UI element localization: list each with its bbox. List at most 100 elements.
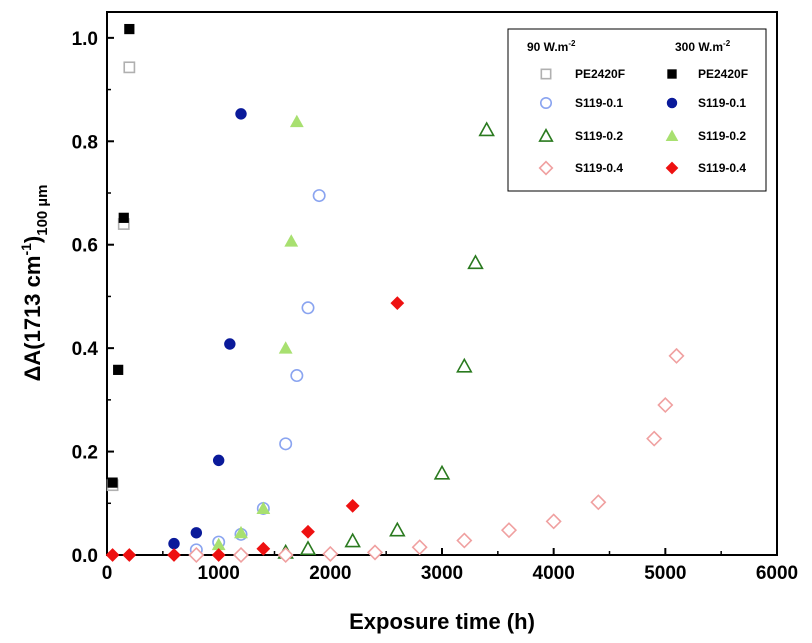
- series-s119-0-2-300: [211, 114, 304, 551]
- data-point: [118, 212, 129, 223]
- data-point: [123, 61, 136, 74]
- data-point: [668, 347, 685, 364]
- data-point: [256, 501, 271, 514]
- legend-header-300-sup: -2: [723, 39, 731, 48]
- data-point: [234, 525, 248, 539]
- y-tick-label: 0.0: [72, 546, 98, 567]
- x-axis: 0 1000 2000 3000 4000 5000 6000: [102, 548, 798, 584]
- data-point: [456, 357, 473, 373]
- data-point: [168, 537, 180, 550]
- legend-header-90-main: 90 W.m: [527, 40, 568, 54]
- legend-marker: [665, 161, 679, 175]
- legend-marker: [665, 129, 679, 142]
- legend-marker: [539, 96, 553, 110]
- y-axis-title-main: ΔA(1713 cm: [20, 256, 45, 382]
- data-point: [433, 464, 451, 480]
- data-point: [478, 121, 495, 137]
- data-point: [235, 108, 247, 120]
- y-tick-label: 0.4: [72, 339, 99, 360]
- data-point: [411, 539, 428, 556]
- y-tick-label: 1.0: [72, 29, 98, 50]
- legend-label: S119-0.1: [575, 96, 623, 110]
- y-axis-title-close: ): [20, 236, 45, 243]
- legend-box: [507, 28, 767, 192]
- legend-label: S119-0.2: [698, 129, 746, 143]
- data-point: [590, 494, 607, 511]
- legend-header-90-sup: -2: [568, 39, 576, 48]
- data-point: [124, 23, 135, 35]
- data-point: [366, 544, 384, 561]
- data-point: [299, 540, 317, 556]
- data-point: [279, 437, 293, 451]
- data-point: [500, 522, 518, 539]
- data-point: [284, 234, 299, 247]
- legend-marker: [538, 128, 554, 142]
- x-tick-label: 3000: [421, 563, 463, 584]
- data-point: [105, 548, 120, 562]
- legend-label: S119-0.4: [575, 161, 623, 175]
- data-point: [224, 338, 236, 350]
- y-axis-title: ΔA(1713 cm-1)100 µm: [18, 185, 51, 382]
- data-point: [322, 545, 339, 562]
- y-tick-label: 0.6: [72, 236, 98, 257]
- data-point: [390, 296, 405, 311]
- legend-label: S119-0.1: [698, 96, 746, 110]
- legend-entries: PE2420F S119-0.1 S119-0.2 S119-0.4 PE2420F S1…: [538, 67, 748, 176]
- legend-header-300: 300 W.m-2: [675, 39, 731, 54]
- x-tick-label: 5000: [644, 563, 686, 584]
- series-s119-0-4-300: [105, 296, 405, 562]
- data-point: [301, 524, 315, 539]
- legend-label: PE2420F: [575, 67, 625, 81]
- legend: 90 W.m-2 300 W.m-2 PE2420FS119-0.1S119-0…: [507, 28, 767, 192]
- x-axis-title: Exposure time (h): [349, 609, 535, 634]
- y-axis-title-sub: 100 µm: [34, 185, 51, 236]
- data-point: [456, 532, 473, 549]
- legend-marker: [538, 160, 554, 176]
- data-point: [278, 341, 293, 354]
- series-s119-0-1-300: [168, 108, 247, 550]
- y-axis: 0.0 0.2 0.4 0.6 0.8 1.0: [72, 29, 114, 567]
- legend-marker: [667, 69, 677, 79]
- data-point: [646, 430, 663, 447]
- x-tick-label: 2000: [309, 563, 351, 584]
- legend-label: PE2420F: [698, 67, 748, 81]
- data-point: [301, 301, 315, 315]
- data-point: [389, 521, 406, 537]
- data-point: [657, 396, 674, 414]
- x-tick-label: 1000: [198, 563, 240, 584]
- legend-header-300-main: 300 W.m: [675, 40, 723, 54]
- data-point: [113, 364, 124, 375]
- legend-label: S119-0.4: [698, 161, 746, 175]
- y-tick-label: 0.2: [72, 443, 98, 464]
- data-point: [107, 477, 118, 488]
- data-point: [467, 254, 484, 270]
- data-point: [122, 548, 137, 562]
- x-tick-label: 0: [102, 563, 113, 584]
- series-pe2420f-300: [107, 23, 135, 488]
- data-points: [105, 23, 685, 564]
- data-point: [290, 369, 304, 383]
- legend-header-90: 90 W.m-2: [527, 39, 576, 54]
- data-point: [190, 527, 203, 539]
- series-s119-0-4-90: [188, 347, 685, 564]
- data-point: [344, 532, 361, 548]
- x-tick-label: 4000: [533, 563, 575, 584]
- data-point: [277, 546, 294, 564]
- data-point: [211, 537, 226, 551]
- y-axis-title-sup: -1: [18, 243, 34, 256]
- legend-marker: [540, 68, 552, 80]
- data-point: [211, 548, 226, 562]
- data-point: [289, 114, 304, 128]
- legend-marker: [666, 97, 678, 109]
- data-point: [312, 189, 326, 203]
- data-point: [167, 548, 181, 562]
- x-tick-label: 6000: [756, 563, 798, 584]
- data-point: [256, 541, 271, 556]
- data-point: [545, 513, 562, 530]
- data-point: [232, 546, 250, 564]
- y-tick-label: 0.8: [72, 132, 98, 153]
- data-point: [188, 546, 205, 564]
- data-point: [212, 454, 225, 467]
- data-point: [345, 498, 360, 513]
